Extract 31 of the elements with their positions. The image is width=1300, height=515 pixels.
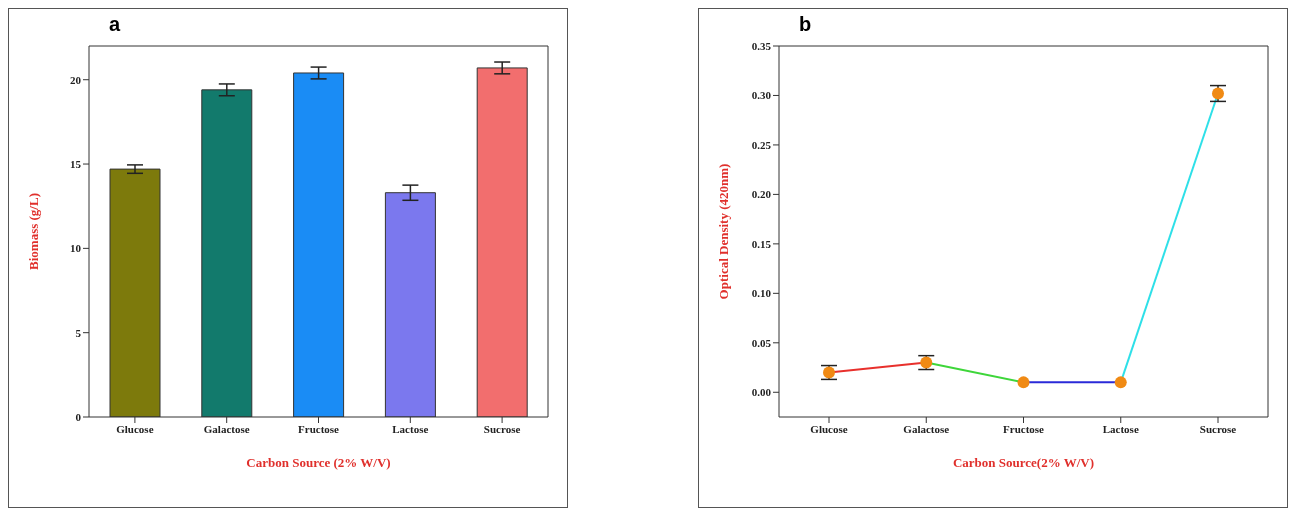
y-tick-label: 0 xyxy=(75,410,82,423)
x-tick-label: Sucrose xyxy=(1199,422,1237,435)
x-tick-label: Fructose xyxy=(298,422,340,435)
y-tick-label: 0.10 xyxy=(751,287,772,300)
x-tick-label: Glucose xyxy=(116,422,154,435)
chart-title: a xyxy=(109,13,121,36)
x-axis-title: Carbon Source(2% W/V) xyxy=(952,455,1095,470)
y-tick-label: 0.15 xyxy=(751,237,772,250)
x-tick-label: Lactose xyxy=(1102,422,1139,435)
y-tick-label: 0.05 xyxy=(751,336,772,349)
y-tick-label: 0.00 xyxy=(751,386,772,399)
y-axis-title: Optical Density (420nm) xyxy=(715,163,731,300)
y-tick-label: 0.35 xyxy=(751,39,772,52)
y-axis-title: Biomass (g/L) xyxy=(25,193,41,270)
y-tick-label: 10 xyxy=(70,242,82,255)
x-tick-label: Fructose xyxy=(1003,422,1045,435)
y-tick-label: 15 xyxy=(70,157,82,170)
y-tick-label: 20 xyxy=(70,73,82,86)
y-tick-label: 0.30 xyxy=(751,89,772,102)
x-tick-label: Lactose xyxy=(392,422,429,435)
x-tick-label: Sucrose xyxy=(483,422,521,435)
x-tick-label: Glucose xyxy=(810,422,848,435)
x-axis-title: Carbon Source (2% W/V) xyxy=(246,455,391,470)
point xyxy=(1017,376,1030,389)
y-tick-label: 0.25 xyxy=(751,138,772,151)
x-tick-label: Galactose xyxy=(903,422,950,435)
y-tick-label: 5 xyxy=(75,326,82,339)
point xyxy=(1114,376,1127,389)
x-tick-label: Galactose xyxy=(203,422,250,435)
chart-title: b xyxy=(799,13,812,36)
y-tick-label: 0.20 xyxy=(751,188,772,201)
